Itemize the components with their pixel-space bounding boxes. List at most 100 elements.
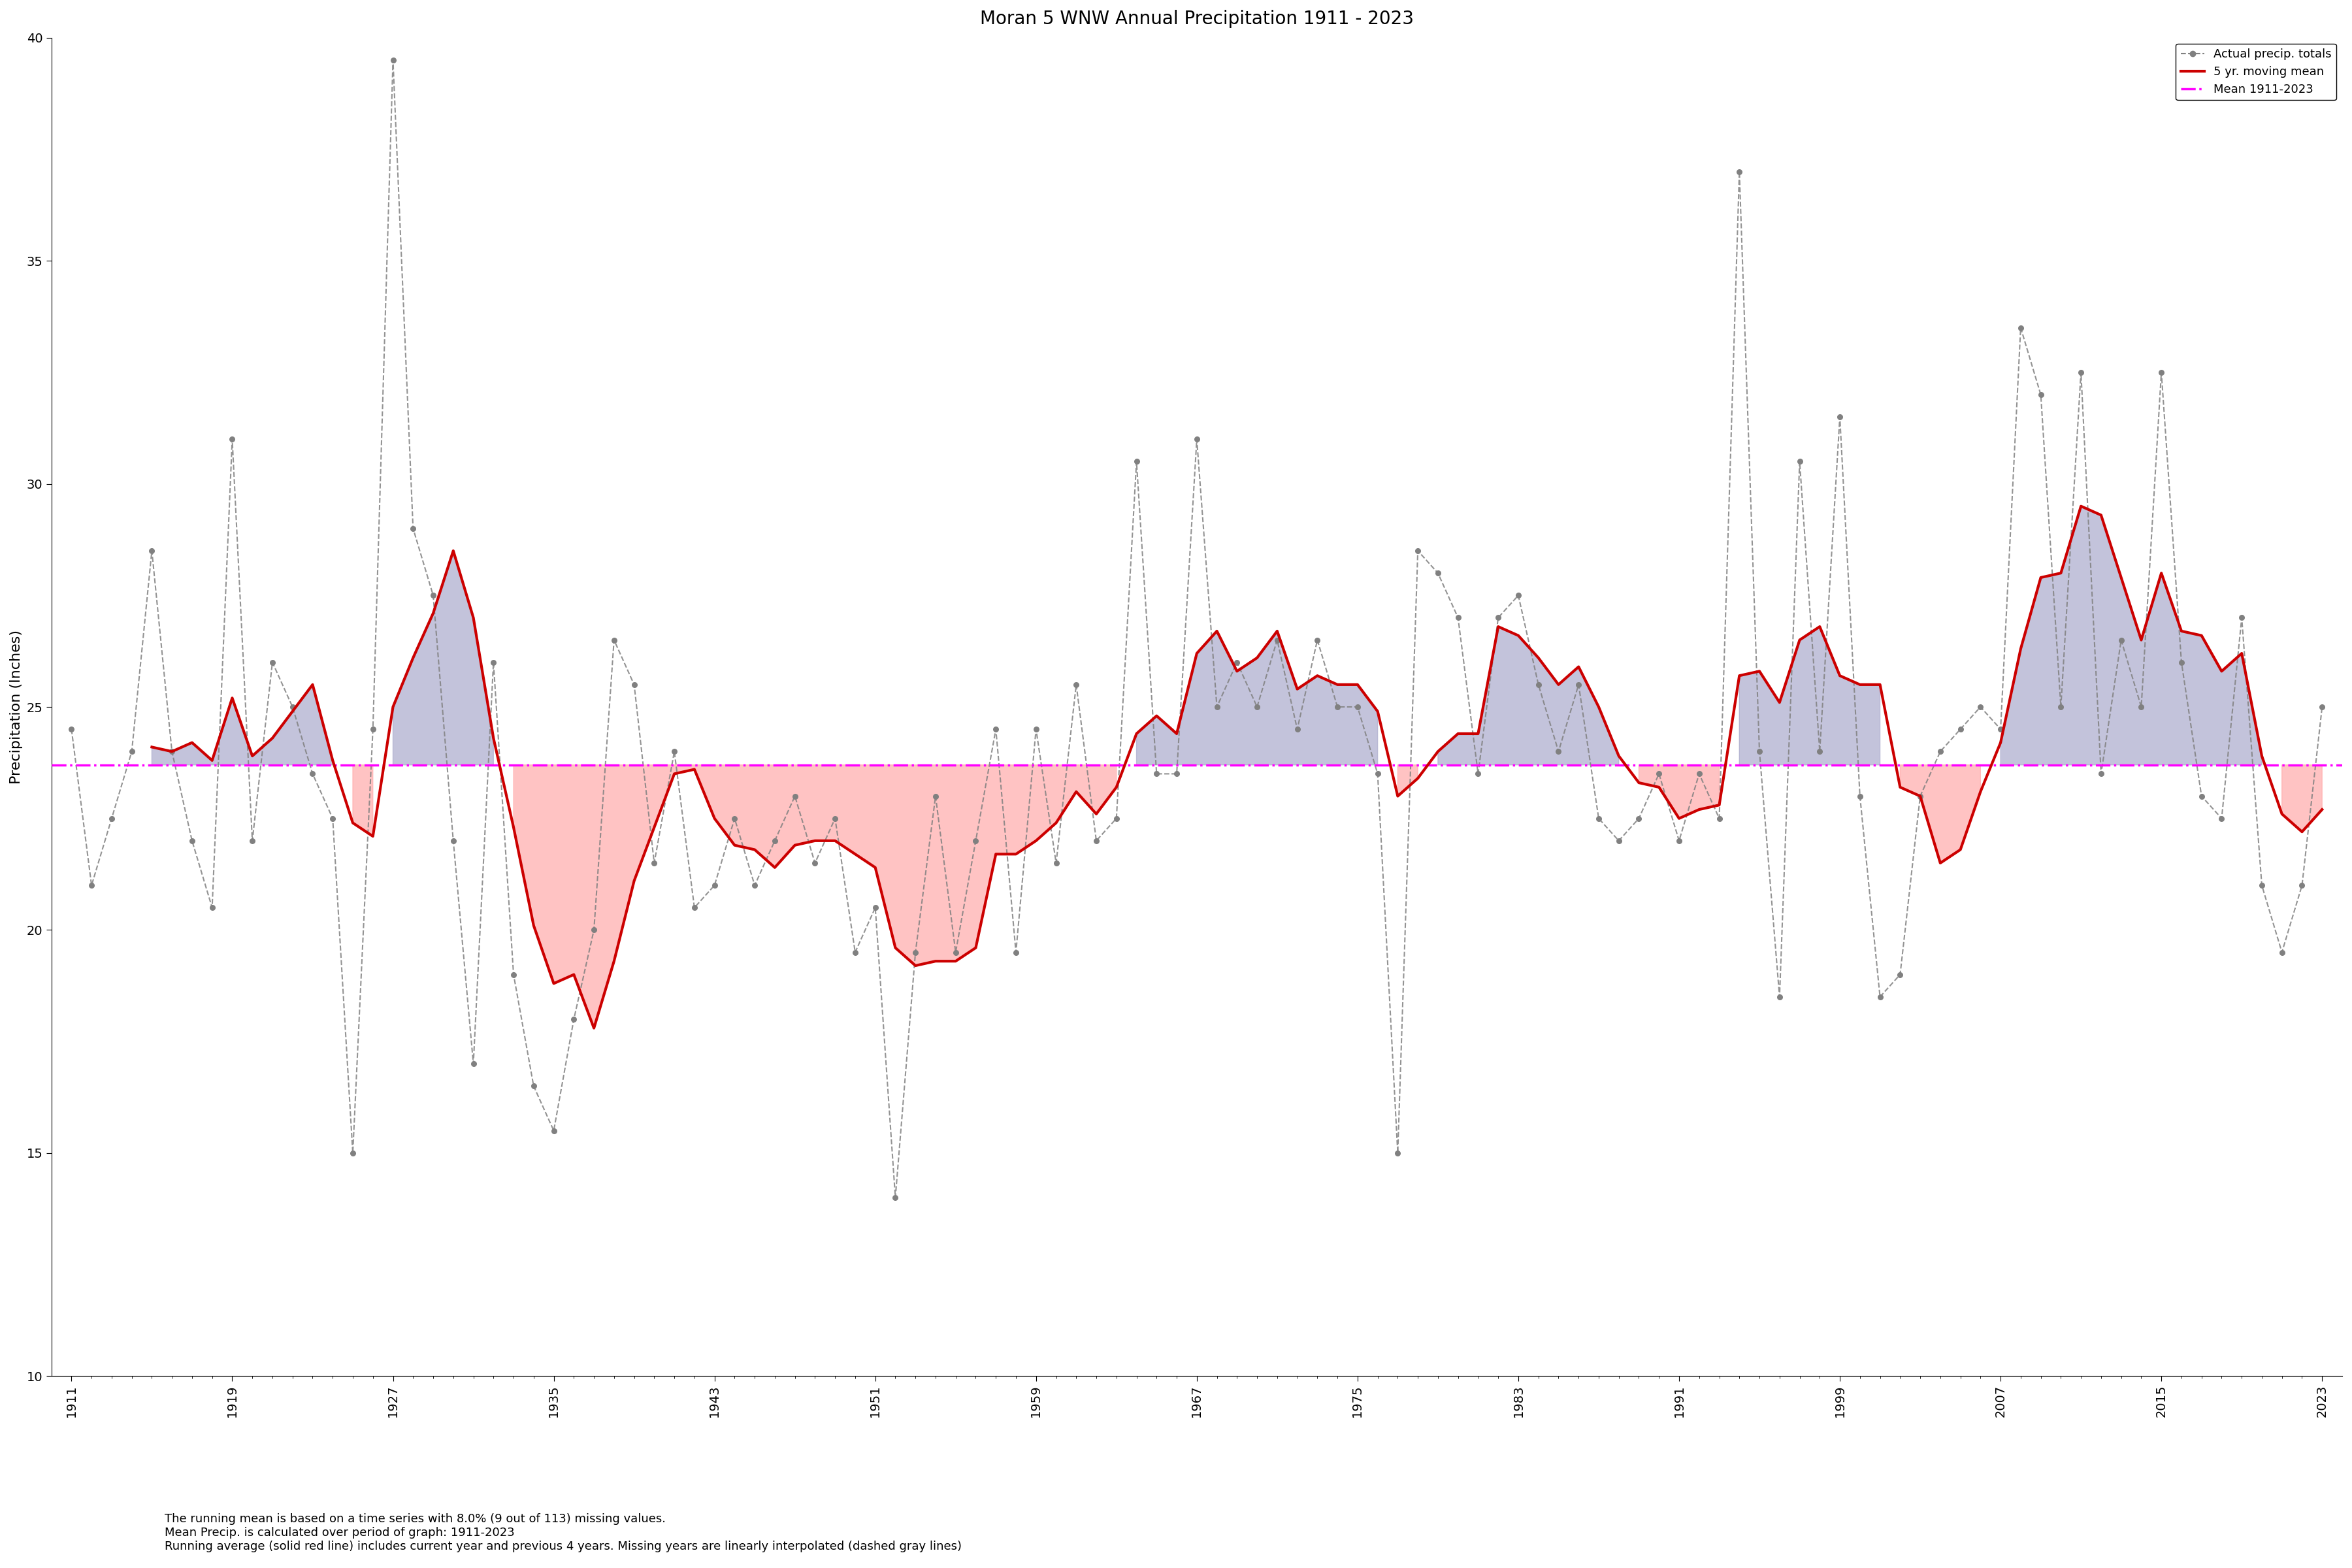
Point <box>355 717 393 742</box>
Point <box>2263 939 2300 964</box>
Point <box>1157 762 1195 787</box>
Point <box>1279 717 1317 742</box>
Point <box>153 739 191 764</box>
Point <box>1900 784 1938 809</box>
Point <box>1077 828 1115 853</box>
Point <box>595 627 633 652</box>
Legend: Actual precip. totals, 5 yr. moving mean, Mean 1911-2023: Actual precip. totals, 5 yr. moving mean… <box>2176 44 2336 100</box>
Point <box>837 939 875 964</box>
Point <box>1943 717 1980 742</box>
Point <box>755 828 793 853</box>
Point <box>1258 627 1296 652</box>
Point <box>2303 695 2340 720</box>
Point <box>1378 1140 1416 1165</box>
Point <box>1058 673 1096 698</box>
Title: Moran 5 WNW Annual Precipitation 1911 - 2023: Moran 5 WNW Annual Precipitation 1911 - … <box>981 9 1414 28</box>
Point <box>174 828 212 853</box>
Point <box>1559 673 1597 698</box>
Point <box>715 806 753 831</box>
Point <box>134 538 172 563</box>
Point <box>656 739 694 764</box>
Point <box>2244 873 2281 898</box>
Point <box>534 1118 572 1143</box>
Point <box>52 717 89 742</box>
Point <box>2103 627 2140 652</box>
Point <box>1319 695 1357 720</box>
Point <box>816 806 854 831</box>
Point <box>1098 806 1136 831</box>
Point <box>736 873 774 898</box>
Point <box>374 47 412 72</box>
Point <box>1780 448 1818 474</box>
Point <box>414 583 452 608</box>
Point <box>896 939 934 964</box>
Point <box>435 828 473 853</box>
Point <box>1541 739 1578 764</box>
Point <box>1519 673 1557 698</box>
Point <box>193 895 230 920</box>
Point <box>917 784 955 809</box>
Point <box>936 939 974 964</box>
Point <box>1581 806 1618 831</box>
Point <box>1639 762 1677 787</box>
Point <box>1037 850 1075 875</box>
Point <box>2063 359 2100 384</box>
Point <box>1479 605 1517 630</box>
Point <box>1983 717 2020 742</box>
Point <box>454 1051 492 1076</box>
Point <box>494 963 532 988</box>
Point <box>1016 717 1054 742</box>
Point <box>1679 762 1717 787</box>
Point <box>1621 806 1658 831</box>
Point <box>877 1185 915 1210</box>
Point <box>797 850 835 875</box>
Point <box>1922 739 1959 764</box>
Point <box>1197 695 1235 720</box>
Point <box>2082 762 2119 787</box>
Point <box>1501 583 1538 608</box>
Point <box>233 828 270 853</box>
Point <box>334 1140 372 1165</box>
Point <box>294 762 332 787</box>
Point <box>1599 828 1637 853</box>
Point <box>1700 806 1738 831</box>
Point <box>2122 695 2159 720</box>
Point <box>957 828 995 853</box>
Point <box>254 649 292 674</box>
Point <box>776 784 814 809</box>
Point <box>113 739 151 764</box>
Point <box>1860 985 1898 1010</box>
Point <box>555 1007 593 1032</box>
Point <box>576 917 614 942</box>
Point <box>313 806 350 831</box>
Point <box>856 895 894 920</box>
Point <box>1722 158 1759 183</box>
Point <box>1138 762 1176 787</box>
Point <box>2223 605 2260 630</box>
Point <box>2183 784 2220 809</box>
Point <box>214 426 252 452</box>
Point <box>1237 695 1275 720</box>
Point <box>2042 695 2079 720</box>
Point <box>1882 963 1919 988</box>
Point <box>2161 649 2199 674</box>
Point <box>1298 627 1336 652</box>
Point <box>2143 359 2180 384</box>
Point <box>73 873 111 898</box>
Point <box>1802 739 1839 764</box>
Point <box>1338 695 1376 720</box>
Point <box>1439 605 1477 630</box>
Text: The running mean is based on a time series with 8.0% (9 out of 113) missing valu: The running mean is based on a time seri… <box>165 1513 962 1552</box>
Point <box>1842 784 1879 809</box>
Y-axis label: Precipitation (Inches): Precipitation (Inches) <box>9 630 24 784</box>
Point <box>675 895 713 920</box>
Point <box>635 850 673 875</box>
Point <box>1418 560 1456 585</box>
Point <box>2023 383 2060 408</box>
Point <box>1399 538 1437 563</box>
Point <box>696 873 734 898</box>
Point <box>395 516 433 541</box>
Point <box>475 649 513 674</box>
Point <box>976 717 1014 742</box>
Point <box>92 806 129 831</box>
